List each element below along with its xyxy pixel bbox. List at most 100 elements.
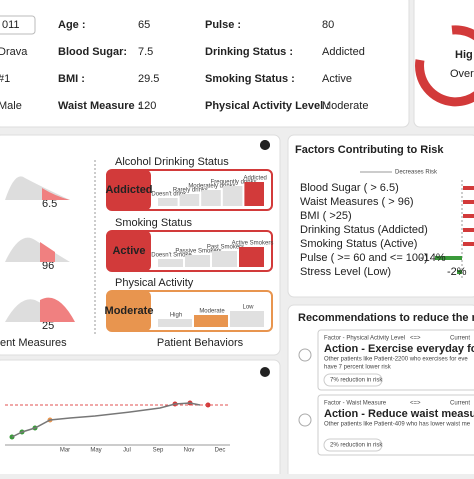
factor-bar bbox=[463, 186, 474, 190]
text: Waist Measure : bbox=[58, 100, 141, 112]
check bbox=[298, 348, 312, 362]
text: High bbox=[170, 313, 182, 319]
text: 7% reduction in risk bbox=[330, 378, 383, 384]
text: Past Smokers bbox=[207, 245, 244, 251]
text: ent Measures bbox=[0, 337, 67, 349]
help-icon bbox=[260, 367, 270, 377]
text: Mar bbox=[60, 448, 70, 454]
option-bar bbox=[201, 190, 221, 206]
text: Overal bbox=[450, 68, 474, 80]
text: Patient Behaviors bbox=[157, 337, 244, 349]
text: 25 bbox=[42, 320, 54, 332]
text: Decreases Risk bbox=[395, 170, 438, 176]
text: Blood Sugar: bbox=[58, 46, 127, 58]
text: Physical Activity Level : bbox=[205, 100, 330, 112]
pill bbox=[323, 438, 383, 452]
text: Drinking Status : bbox=[205, 46, 293, 58]
status-fill bbox=[107, 170, 151, 210]
text: Physical Activity bbox=[115, 277, 194, 289]
text: <=> bbox=[410, 401, 421, 407]
text: Drava bbox=[0, 46, 28, 58]
text: Doesn't drink bbox=[151, 192, 187, 198]
text: Current bbox=[450, 401, 470, 407]
risk-ring bbox=[415, 25, 474, 107]
option-bar bbox=[222, 186, 243, 206]
factor-bar bbox=[463, 242, 474, 246]
text: Male bbox=[0, 100, 22, 112]
text: Dec bbox=[215, 448, 226, 454]
option-bar bbox=[194, 315, 228, 327]
text: Age : bbox=[58, 19, 86, 31]
text: 2% reduction in risk bbox=[330, 443, 383, 449]
text: 65 bbox=[138, 19, 150, 31]
trend-panel bbox=[0, 359, 281, 479]
text: Addicted bbox=[244, 176, 267, 182]
text: Rarely drinks bbox=[173, 188, 208, 194]
text: 96 bbox=[42, 260, 54, 272]
text: Moderate bbox=[199, 309, 225, 315]
text: Current bbox=[450, 336, 470, 342]
text: Smoking Status bbox=[115, 217, 193, 229]
text: Addicted bbox=[105, 184, 152, 196]
text: Moderate bbox=[322, 100, 368, 112]
text: Smoking Status (Active) bbox=[300, 238, 417, 250]
option-bar bbox=[244, 182, 264, 206]
text: -2% bbox=[447, 266, 467, 278]
profile-panel bbox=[0, 0, 410, 128]
text: Other patients like Patient-409 who has … bbox=[324, 422, 471, 428]
text: Recommendations to reduce the risk bbox=[298, 312, 474, 324]
option-bar bbox=[158, 259, 183, 267]
text: Stress Level (Low) bbox=[300, 266, 391, 278]
trend-line bbox=[11, 402, 201, 438]
text: Factor - Waist Measure bbox=[324, 401, 387, 407]
text: 80 bbox=[322, 19, 334, 31]
text: -14% bbox=[420, 252, 446, 264]
option-bar bbox=[158, 198, 178, 206]
text: Waist Measures ( > 96) bbox=[300, 196, 414, 208]
option-bar bbox=[185, 255, 210, 267]
text: Factors Contributing to Risk bbox=[295, 144, 444, 156]
text: Factor - Physical Activity Level bbox=[324, 336, 405, 342]
text: 7.5 bbox=[138, 46, 153, 58]
text: Jul bbox=[123, 448, 131, 454]
text: 6.5 bbox=[42, 198, 57, 210]
text: Active bbox=[112, 245, 145, 257]
text: #1 bbox=[0, 73, 10, 85]
status-fill bbox=[107, 231, 151, 271]
factors-panel bbox=[287, 134, 474, 298]
density-highlight bbox=[42, 188, 70, 200]
factor-bar bbox=[457, 270, 462, 274]
option-bar bbox=[230, 311, 264, 327]
factor-bar bbox=[463, 200, 474, 204]
text: Blood Sugar ( > 6.5) bbox=[300, 182, 399, 194]
text: Low bbox=[242, 305, 254, 311]
text: Moderate bbox=[105, 305, 154, 317]
text: 120 bbox=[138, 100, 156, 112]
option-bar bbox=[212, 251, 237, 267]
text: Hig bbox=[455, 49, 473, 61]
text: Pulse : bbox=[205, 19, 241, 31]
text: <=> bbox=[410, 336, 421, 342]
text: Doesn't Smoke bbox=[151, 253, 192, 259]
density-highlight bbox=[40, 297, 75, 322]
factor-bar bbox=[435, 256, 462, 260]
text: Action - Exercise everyday for 30 mins bbox=[324, 343, 474, 355]
text: Sep bbox=[153, 448, 164, 454]
text: May bbox=[90, 448, 101, 454]
text: Active bbox=[322, 73, 352, 85]
text: Smoking Status : bbox=[205, 73, 295, 85]
text: Addicted bbox=[322, 46, 365, 58]
text: 011 bbox=[2, 19, 20, 31]
factor-bar bbox=[463, 228, 474, 232]
option-bar bbox=[158, 319, 192, 327]
text: Other patients like Patient-2200 who exe… bbox=[324, 357, 468, 363]
option-bar bbox=[179, 194, 200, 206]
text: Pulse ( >= 60 and <= 100) bbox=[300, 252, 428, 264]
text: 29.5 bbox=[138, 73, 159, 85]
density-highlight bbox=[40, 242, 55, 262]
factor-bar bbox=[463, 214, 474, 218]
check bbox=[298, 413, 312, 427]
pill bbox=[323, 373, 383, 387]
density bbox=[5, 176, 70, 200]
